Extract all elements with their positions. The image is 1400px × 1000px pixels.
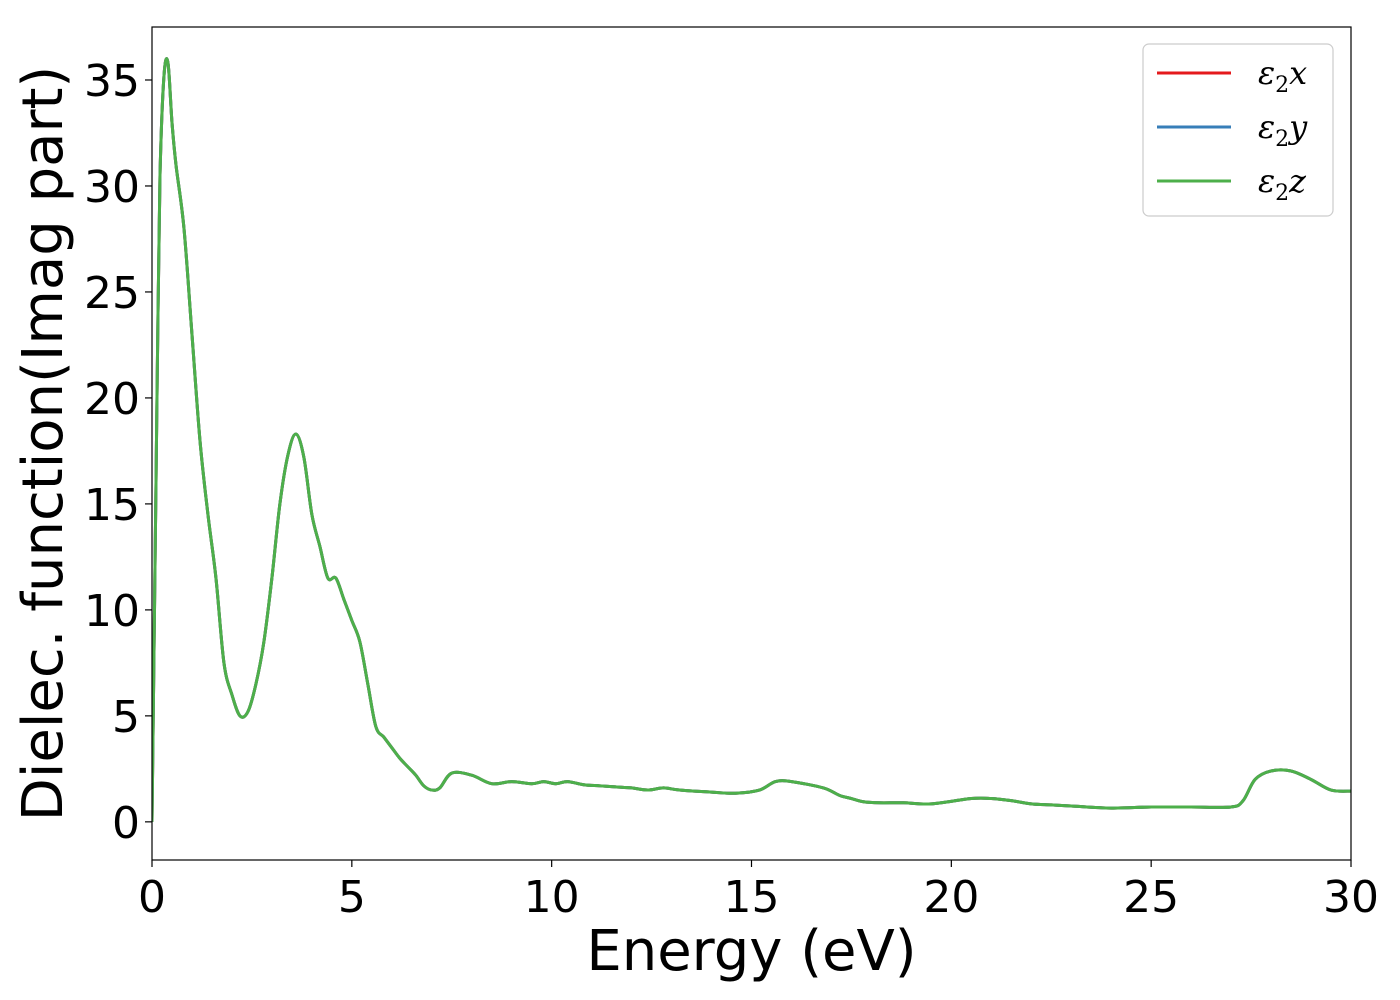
- y-tick-label: 0: [112, 798, 140, 849]
- x-tick-label: 15: [724, 872, 780, 923]
- y-tick-label: 10: [84, 586, 140, 637]
- y-tick-label: 20: [84, 374, 140, 425]
- y-tick-label: 35: [84, 56, 140, 107]
- x-tick-label: 10: [524, 872, 580, 923]
- legend-label-y: ε2y: [1258, 108, 1308, 152]
- legend-label-x: ε2x: [1258, 54, 1307, 98]
- y-axis-label: Dielec. function(Imag part): [11, 66, 76, 822]
- legend: ε2x ε2y ε2z: [1142, 43, 1334, 217]
- y-tick-label: 15: [84, 480, 140, 531]
- y-axis-ticks: 0 5 10 15 20 25 30 35: [84, 56, 152, 849]
- x-tick-label: 20: [923, 872, 979, 923]
- x-tick-label: 5: [338, 872, 366, 923]
- x-tick-label: 25: [1123, 872, 1179, 923]
- legend-box: [1142, 43, 1334, 217]
- series-line-z: [152, 57, 1351, 822]
- x-axis-ticks: 0 5 10 15 20 25 30: [138, 860, 1379, 923]
- y-tick-label: 30: [84, 162, 140, 213]
- x-axis-label: Energy (eV): [586, 919, 916, 984]
- x-tick-label: 30: [1323, 872, 1379, 923]
- legend-label-z: ε2z: [1258, 162, 1307, 206]
- y-tick-label: 5: [112, 692, 140, 743]
- y-tick-label: 25: [84, 268, 140, 319]
- x-tick-label: 0: [138, 872, 166, 923]
- plot-area: [152, 57, 1351, 822]
